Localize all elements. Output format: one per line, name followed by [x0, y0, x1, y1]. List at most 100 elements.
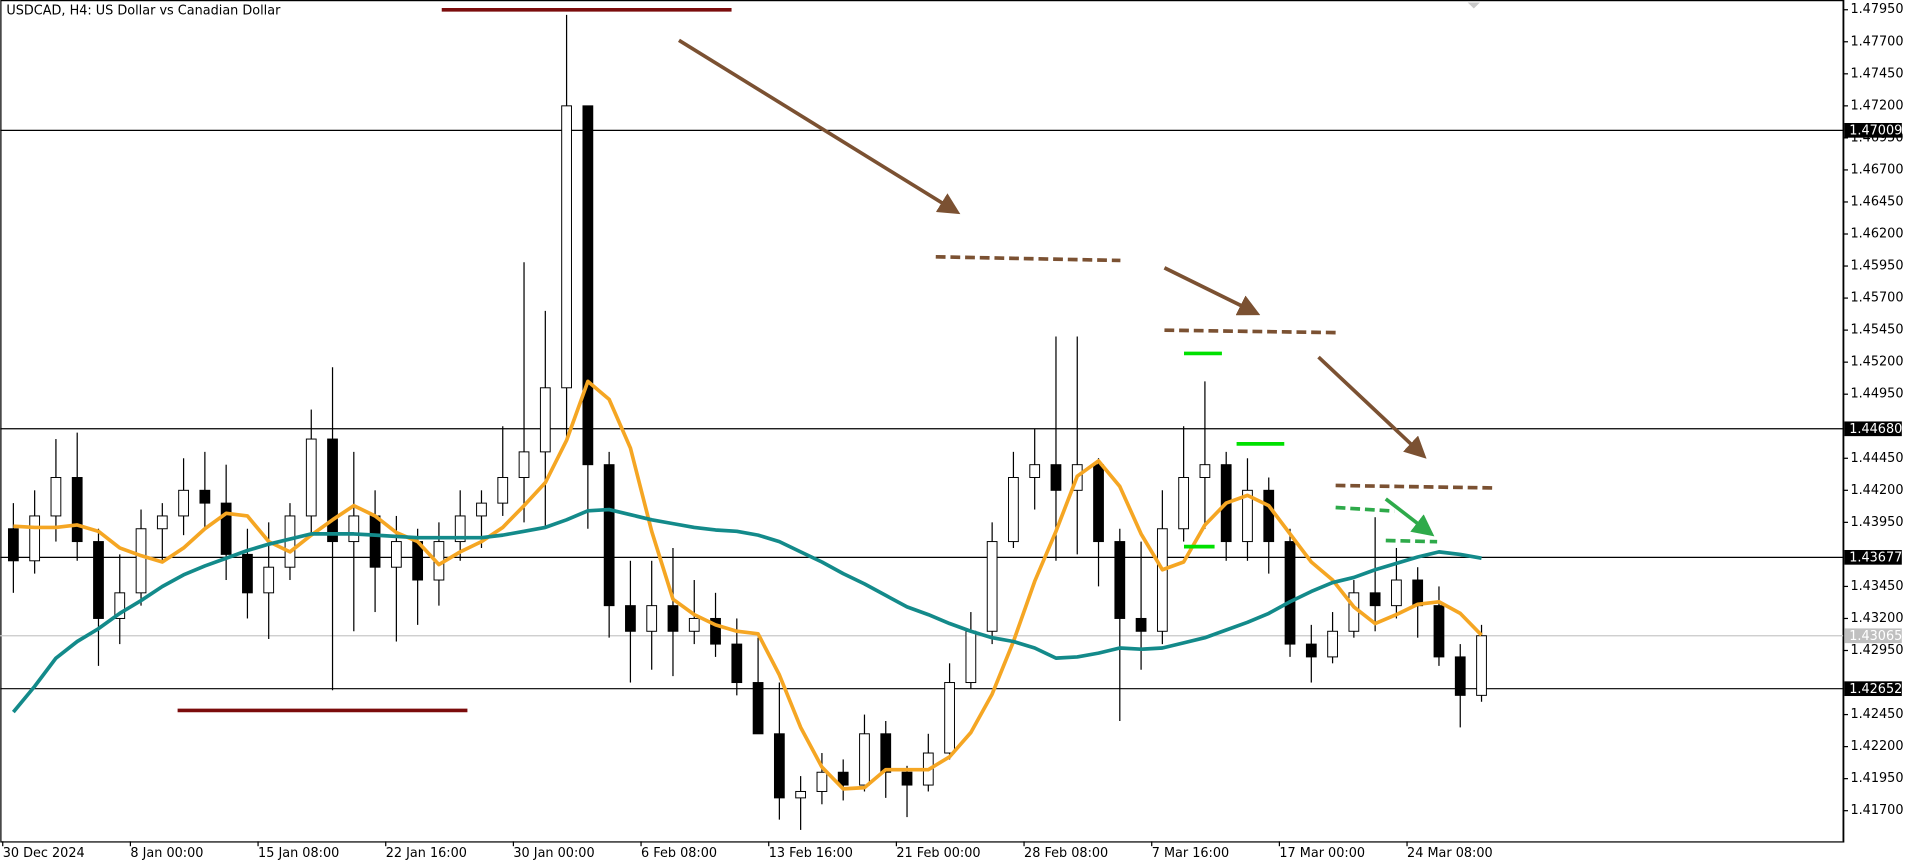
- candle-body: [944, 682, 955, 754]
- candle-body: [1114, 541, 1126, 619]
- plot-frame: [0, 0, 1845, 843]
- x-tick-label: 30 Jan 00:00: [513, 846, 594, 861]
- level-label: 1.43677: [1849, 550, 1902, 565]
- dashed-level: [935, 254, 1121, 263]
- candle-body: [327, 438, 338, 543]
- candle-body: [1433, 605, 1445, 658]
- candle-body: [795, 790, 807, 799]
- x-tick-label: 24 Mar 08:00: [1407, 846, 1493, 861]
- y-tick-label: 1.45450: [1850, 323, 1903, 338]
- candle-body: [263, 566, 275, 594]
- moving-average: [13, 379, 1483, 791]
- candle-body: [625, 605, 636, 632]
- x-tick-label: 17 Mar 00:00: [1279, 846, 1365, 861]
- level-label: 1.42652: [1849, 682, 1902, 697]
- candle-body: [7, 528, 19, 562]
- candle-body: [1029, 464, 1041, 478]
- candle-body: [688, 617, 700, 632]
- candle-body: [859, 733, 870, 786]
- candle-body: [497, 477, 509, 504]
- x-tick-label: 7 Mar 16:00: [1152, 846, 1230, 861]
- x-tick-label: 22 Jan 16:00: [386, 846, 467, 861]
- x-tick-label: 8 Jan 00:00: [130, 846, 203, 861]
- x-tick-label: 21 Feb 00:00: [896, 846, 980, 861]
- y-tick-label: 1.46450: [1850, 194, 1903, 209]
- last-price-box: [1844, 628, 1902, 644]
- y-tick-label: 1.46700: [1850, 162, 1903, 177]
- candle-body: [837, 771, 849, 786]
- chart-title: USDCAD, H4: US Dollar vs Canadian Dollar: [6, 4, 281, 19]
- candle-body: [986, 541, 998, 632]
- level-box: [1844, 549, 1902, 565]
- dashed-level: [1335, 505, 1395, 513]
- x-tick-label: 13 Feb 16:00: [769, 846, 853, 861]
- candle-body: [1242, 489, 1253, 543]
- level-box: [1844, 122, 1902, 138]
- level-label: 1.47009: [1849, 123, 1902, 138]
- candle-body: [135, 528, 147, 594]
- candle-body: [646, 605, 658, 632]
- candle-body: [369, 515, 381, 568]
- candle-body: [561, 105, 572, 389]
- y-tick-label: 1.42450: [1850, 707, 1903, 722]
- candle-body: [1093, 464, 1104, 543]
- data-layer: [0, 14, 1844, 830]
- x-tick-label: 28 Feb 08:00: [1024, 846, 1108, 861]
- shift-marker: [1467, 2, 1480, 9]
- candle-body: [199, 489, 211, 504]
- y-tick-label: 1.44450: [1850, 451, 1903, 466]
- candle-body: [242, 553, 253, 594]
- y-tick-label: 1.46200: [1850, 227, 1903, 242]
- candle-body: [1156, 528, 1168, 632]
- y-tick-label: 1.42950: [1850, 643, 1903, 658]
- candle-body: [29, 515, 41, 562]
- candle-body: [178, 489, 189, 517]
- level-box: [1844, 681, 1902, 697]
- y-tick-label: 1.43450: [1850, 579, 1903, 594]
- candle-body: [390, 541, 402, 568]
- candle-body: [1135, 617, 1147, 632]
- candle-body: [476, 502, 487, 517]
- y-tick-label: 1.41950: [1850, 771, 1903, 786]
- candle-body: [348, 515, 360, 543]
- candle-body: [1476, 635, 1487, 696]
- x-tick-label: 15 Jan 08:00: [258, 846, 339, 861]
- y-tick-label: 1.43200: [1850, 611, 1903, 626]
- dashed-level: [1335, 483, 1493, 490]
- y-tick-label: 1.47450: [1850, 66, 1903, 81]
- candle-body: [1327, 630, 1338, 658]
- y-tick-label: 1.47700: [1850, 34, 1903, 49]
- candle-body: [1412, 579, 1424, 607]
- x-tick-label: 30 Dec 2024: [3, 846, 85, 861]
- trend-arrow: [1317, 355, 1427, 459]
- candle-body: [1454, 656, 1466, 696]
- dashed-level: [1385, 538, 1438, 544]
- y-tick-label: 1.42200: [1850, 739, 1903, 754]
- candle-body: [582, 105, 594, 466]
- candle-body: [752, 682, 764, 735]
- candle-body: [305, 438, 317, 517]
- candle-body: [1008, 477, 1019, 543]
- candle-body: [1284, 541, 1296, 645]
- y-tick-label: 1.45950: [1850, 259, 1903, 274]
- candle-body: [816, 771, 828, 792]
- candle-body: [901, 771, 913, 786]
- candle-body: [710, 617, 721, 645]
- candle-body: [1050, 464, 1062, 491]
- candle-body: [731, 643, 743, 684]
- candle-body: [880, 733, 892, 773]
- candle-body: [156, 515, 168, 530]
- y-tick-label: 1.43950: [1850, 515, 1903, 530]
- candle-body: [1305, 643, 1317, 658]
- candle-body: [1178, 477, 1190, 530]
- candle-body: [114, 592, 126, 619]
- candle-body: [773, 733, 785, 799]
- candle-body: [1391, 579, 1402, 607]
- candle-body: [518, 451, 530, 478]
- y-tick-label: 1.45200: [1850, 355, 1903, 370]
- y-tick-label: 1.44200: [1850, 483, 1903, 498]
- last-price-label: 1.43065: [1849, 629, 1902, 644]
- level-label: 1.44680: [1849, 422, 1902, 437]
